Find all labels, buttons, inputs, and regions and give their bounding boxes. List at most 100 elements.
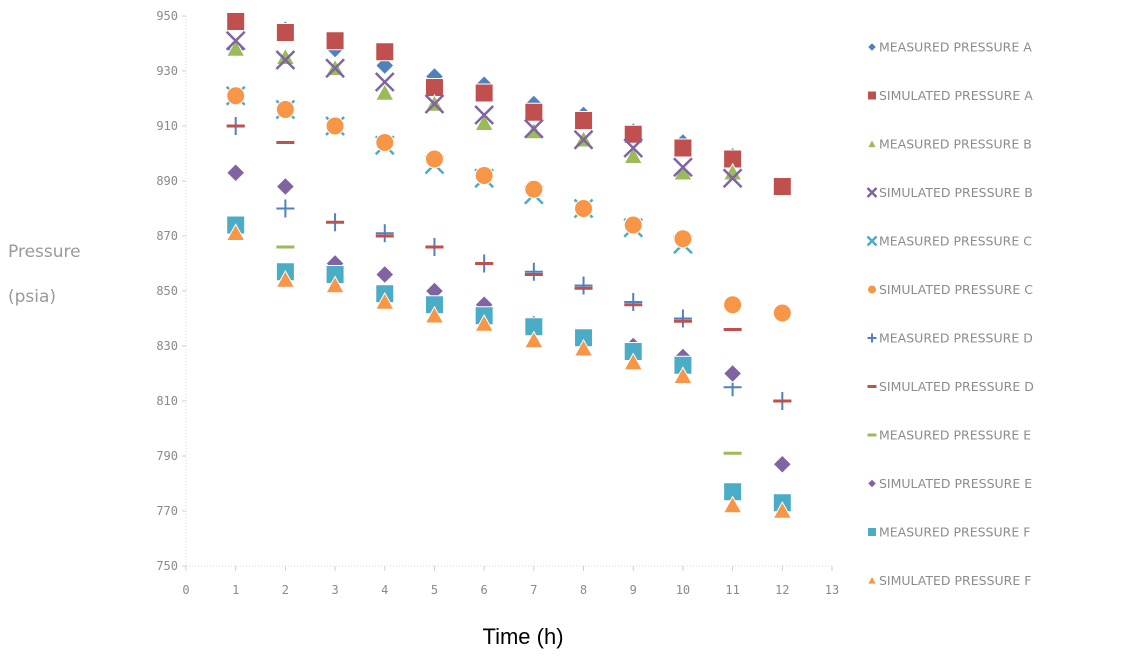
- data-point: [772, 454, 793, 474]
- data-point: [325, 116, 345, 136]
- legend-item: SIMULATED PRESSURE A: [867, 88, 1033, 103]
- x-tick-label: 7: [530, 583, 537, 597]
- data-point: [474, 313, 495, 332]
- legend-label: SIMULATED PRESSURE B: [879, 185, 1033, 200]
- x-tick-label: 5: [431, 583, 438, 597]
- data-point: [424, 78, 444, 97]
- data-point: [275, 23, 295, 42]
- y-tick-label: 770: [156, 504, 178, 518]
- y-axis-label-line-2: (psia): [8, 287, 56, 307]
- legend-label: SIMULATED PRESSURE D: [879, 379, 1034, 394]
- data-point: [573, 338, 594, 357]
- legend-item: SIMULATED PRESSURE D: [867, 379, 1034, 394]
- data-point: [374, 72, 395, 92]
- x-tick-label: 10: [676, 583, 690, 597]
- x-tick-label: 4: [381, 583, 388, 597]
- legend-marker: [867, 527, 877, 537]
- legend-item: SIMULATED PRESSURE E: [866, 476, 1032, 491]
- x-axis-label: Time (h): [482, 624, 563, 649]
- legend-item: SIMULATED PRESSURE C: [867, 282, 1033, 297]
- series-measured-pressure-f: [226, 215, 792, 513]
- data-point: [275, 50, 296, 70]
- data-point: [772, 177, 792, 196]
- legend-item: MEASURED PRESSURE E: [867, 428, 1031, 443]
- data-point: [524, 262, 543, 281]
- x-tick-label: 9: [630, 583, 637, 597]
- data-point: [524, 179, 544, 199]
- series-measured-pressure-c: [225, 85, 693, 255]
- legend-item: SIMULATED PRESSURE B: [866, 185, 1033, 200]
- legend-marker: [867, 90, 877, 101]
- legend-item: SIMULATED PRESSURE F: [866, 573, 1031, 588]
- data-point: [474, 113, 495, 131]
- legend: MEASURED PRESSURE A SIMULATED PRESSURE A M…: [866, 40, 1034, 588]
- data-point: [474, 83, 494, 103]
- series-simulated-pressure-e: [225, 163, 793, 474]
- legend-item: MEASURED PRESSURE B: [866, 137, 1032, 152]
- data-point: [772, 500, 793, 519]
- data-point: [225, 30, 246, 51]
- data-point: [325, 275, 345, 294]
- data-point: [375, 42, 395, 62]
- y-tick-label: 830: [156, 339, 178, 353]
- data-point: [673, 366, 693, 384]
- legend-item: MEASURED PRESSURE C: [866, 234, 1032, 249]
- series-simulated-pressure-b: [225, 30, 743, 189]
- y-tick-label: 810: [156, 394, 178, 408]
- y-tick-label: 930: [156, 64, 178, 78]
- x-tick-label: 13: [825, 583, 839, 597]
- data-point: [424, 149, 444, 169]
- legend-label: SIMULATED PRESSURE C: [879, 282, 1033, 297]
- legend-label: MEASURED PRESSURE A: [879, 40, 1032, 55]
- x-tick-label: 1: [232, 583, 239, 597]
- legend-label: MEASURED PRESSURE B: [879, 137, 1032, 152]
- y-tick-label: 850: [156, 284, 178, 298]
- legend-item: MEASURED PRESSURE F: [867, 525, 1030, 540]
- y-tick-label: 910: [156, 119, 178, 133]
- data-point: [623, 124, 643, 144]
- data-point: [424, 305, 445, 324]
- y-tick-label: 950: [156, 9, 178, 23]
- legend-label: MEASURED PRESSURE F: [879, 525, 1030, 540]
- series-simulated-pressure-a: [226, 12, 792, 196]
- data-point: [523, 118, 544, 139]
- legend-marker: [867, 284, 877, 295]
- data-point: [723, 295, 743, 315]
- data-point: [374, 82, 395, 101]
- data-point: [673, 229, 693, 249]
- y-tick-label: 750: [156, 559, 178, 573]
- data-point: [474, 166, 494, 185]
- chart-marks: [225, 12, 793, 519]
- data-point: [574, 111, 594, 130]
- data-point: [673, 138, 693, 158]
- data-point: [623, 215, 643, 235]
- data-point: [424, 94, 445, 114]
- legend-label: MEASURED PRESSURE E: [879, 428, 1031, 443]
- data-point: [673, 309, 692, 328]
- legend-label: SIMULATED PRESSURE A: [879, 88, 1033, 103]
- x-tick-label: 6: [481, 583, 488, 597]
- legend-label: MEASURED PRESSURE C: [879, 234, 1032, 249]
- data-point: [772, 303, 792, 323]
- data-point: [325, 58, 345, 79]
- data-point: [722, 168, 743, 189]
- legend-label: SIMULATED PRESSURE F: [879, 573, 1031, 588]
- data-point: [375, 133, 395, 152]
- data-point: [624, 293, 643, 311]
- x-tick-label: 12: [775, 583, 789, 597]
- y-tick-label: 790: [156, 449, 178, 463]
- y-tick-label: 890: [156, 174, 178, 188]
- legend-label: MEASURED PRESSURE D: [879, 331, 1033, 346]
- x-tick-label: 2: [282, 583, 289, 597]
- data-point: [225, 163, 246, 183]
- data-point: [275, 269, 296, 288]
- legend-item: MEASURED PRESSURE D: [867, 331, 1033, 346]
- series-measured-pressure-b: [225, 38, 743, 181]
- data-point: [275, 100, 295, 119]
- data-point: [722, 495, 743, 514]
- data-point: [623, 146, 644, 164]
- data-point: [325, 31, 345, 51]
- legend-marker: [866, 187, 878, 198]
- series-simulated-pressure-c: [226, 86, 792, 323]
